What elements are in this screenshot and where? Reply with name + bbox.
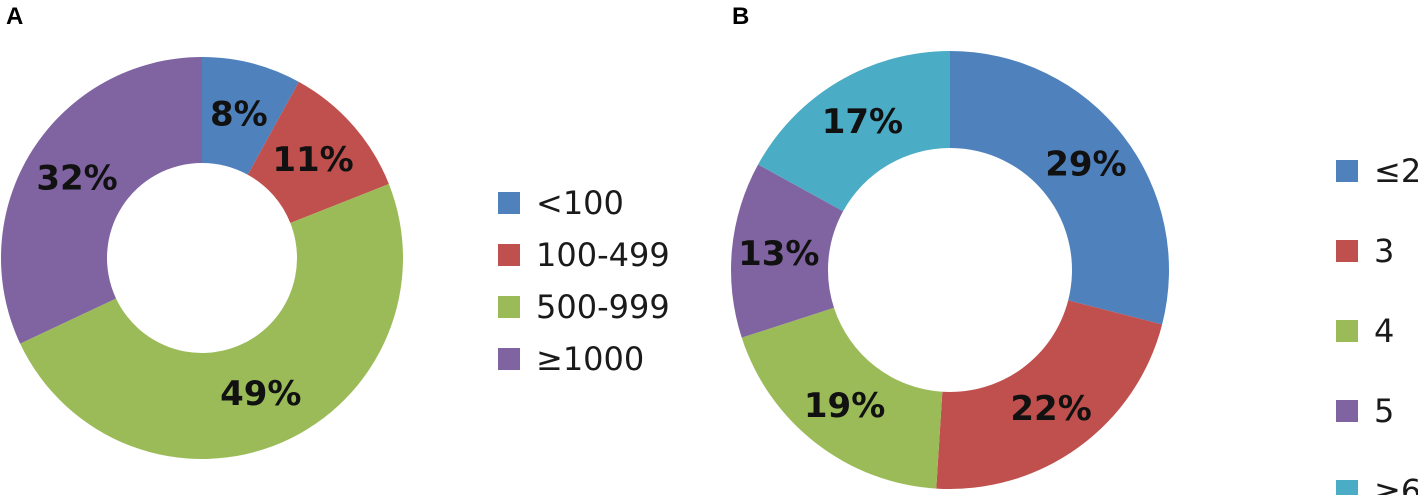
donut-slice-b-0 [950,50,1169,325]
legend-swatch-b-3 [1336,400,1358,422]
legend-label-b-4: ≥6 [1374,472,1418,495]
legend-swatch-a-3 [498,348,520,370]
donut-slice-b-4 [758,51,950,212]
donut-slice-a-2 [20,184,403,459]
donut-slice-b-2 [741,307,943,489]
slice-label-b-3: 13% [738,234,819,274]
legend-swatch-a-2 [498,296,520,318]
legend-label-b-0: ≤2 [1374,152,1418,190]
slice-label-b-4: 17% [822,102,903,142]
donut-slice-b-3 [731,164,844,338]
donut-slice-a-1 [247,81,389,224]
panel-label-a: A [6,3,23,30]
legend-swatch-b-2 [1336,320,1358,342]
donut-slice-a-3 [1,57,202,344]
legend-swatch-b-0 [1336,160,1358,182]
chart-b-legend: ≤2 3 4 5 ≥6 [1336,152,1418,495]
slice-label-a-1: 11% [272,140,353,180]
donut-slice-a-0 [202,57,299,175]
slice-label-b-1: 22% [1010,389,1091,429]
legend-label-a-2: 500-999 [536,288,670,326]
slice-label-b-0: 29% [1045,145,1126,185]
panel-label-b: B [732,3,749,30]
chart-a-slices [1,57,403,459]
legend-label-b-1: 3 [1374,232,1394,270]
legend-swatch-a-0 [498,192,520,214]
chart-b-slice-labels: 29% 22% 19% 13% 17% [738,102,1127,429]
chart-a-legend: <100 100-499 500-999 ≥1000 [498,184,670,378]
chart-a: A 8%11% 49% 32% <100 100-499 500-999 ≥1000 [1,3,670,459]
donut-slice-b-1 [936,300,1163,489]
chart-b-slices [731,50,1169,489]
legend-label-a-0: <100 [536,184,624,222]
slice-label-a-3: 32% [36,159,117,199]
legend-label-a-3: ≥1000 [536,340,644,378]
legend-label-a-1: 100-499 [536,236,670,274]
legend-label-b-2: 4 [1374,312,1394,350]
legend-swatch-a-1 [498,244,520,266]
legend-swatch-b-1 [1336,240,1358,262]
slice-label-a-2: 49% [220,374,301,414]
chart-b: B 29% 22% 19% 13% 17% ≤2 3 4 5 ≥6 [731,3,1418,495]
legend-swatch-b-4 [1336,480,1358,495]
slice-label-a-0: 8% [210,95,268,135]
chart-a-slice-labels: 8%11% 49% 32% [36,95,353,414]
legend-label-b-3: 5 [1374,392,1394,430]
slice-label-b-2: 19% [804,386,885,426]
